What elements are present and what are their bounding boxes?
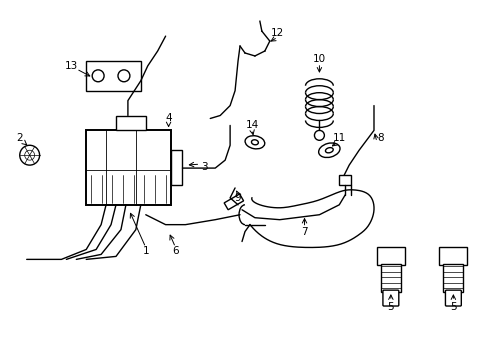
Circle shape: [92, 70, 104, 82]
Text: 5: 5: [449, 302, 456, 312]
Text: 12: 12: [270, 28, 284, 38]
Ellipse shape: [325, 148, 332, 153]
Bar: [439, 247, 467, 265]
Text: 6: 6: [172, 247, 179, 256]
Bar: [170, 150, 182, 185]
Text: 8: 8: [377, 133, 384, 143]
Text: 9: 9: [234, 193, 241, 203]
Text: 3: 3: [201, 162, 207, 172]
FancyBboxPatch shape: [445, 290, 460, 306]
Circle shape: [314, 130, 324, 140]
Text: 4: 4: [165, 113, 172, 123]
Text: 13: 13: [64, 61, 78, 71]
Text: 1: 1: [142, 247, 149, 256]
Text: 5: 5: [387, 302, 393, 312]
Text: 11: 11: [332, 133, 345, 143]
Ellipse shape: [251, 140, 258, 145]
Bar: [443, 264, 462, 292]
Bar: [380, 264, 400, 292]
Circle shape: [25, 150, 35, 160]
Bar: [224, 194, 243, 210]
Bar: [86, 61, 141, 91]
Bar: [339, 175, 350, 185]
Bar: [116, 116, 145, 130]
Bar: [376, 247, 404, 265]
Text: 7: 7: [301, 226, 307, 237]
Text: 14: 14: [245, 121, 258, 130]
Text: 2: 2: [17, 133, 23, 143]
Circle shape: [20, 145, 40, 165]
Ellipse shape: [244, 136, 264, 149]
FancyBboxPatch shape: [382, 290, 398, 306]
Ellipse shape: [318, 143, 339, 158]
Circle shape: [118, 70, 130, 82]
Text: 10: 10: [312, 54, 325, 64]
Bar: [86, 130, 170, 205]
